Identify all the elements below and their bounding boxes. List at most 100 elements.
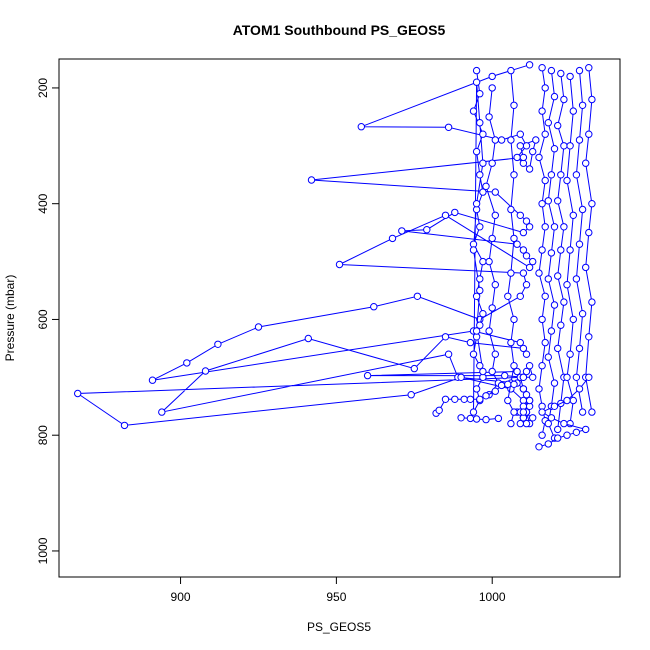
- data-point: [513, 153, 521, 162]
- data-point: [214, 340, 222, 348]
- data-point: [510, 101, 518, 110]
- data-point: [158, 408, 166, 416]
- data-point: [388, 234, 397, 243]
- data-point: [522, 367, 531, 376]
- data-point: [472, 78, 481, 86]
- data-point: [516, 419, 524, 428]
- data-point: [363, 371, 372, 380]
- data-point: [544, 353, 552, 361]
- data-point: [588, 408, 596, 416]
- data-point: [541, 176, 549, 185]
- data-point: [398, 227, 406, 235]
- data-point: [472, 66, 481, 75]
- data-point: [572, 373, 581, 381]
- data-point: [554, 197, 562, 205]
- data-point: [460, 395, 468, 403]
- data-point: [522, 391, 531, 399]
- data-point: [510, 408, 518, 416]
- data-point: [525, 263, 534, 272]
- data-point: [522, 142, 531, 150]
- data-point: [370, 303, 378, 311]
- data-point: [441, 395, 450, 403]
- data-point: [519, 344, 528, 353]
- data-point: [563, 396, 571, 405]
- data-point: [491, 188, 499, 196]
- data-point: [516, 338, 524, 347]
- data-point: [522, 217, 531, 225]
- data-point: [588, 200, 596, 208]
- data-point: [538, 362, 546, 370]
- data-point: [529, 257, 537, 266]
- data-point: [554, 272, 562, 280]
- data-point: [544, 440, 552, 448]
- data-point: [557, 246, 565, 254]
- data-point: [550, 379, 559, 387]
- data-point: [407, 391, 415, 399]
- data-point: [557, 321, 565, 329]
- data-point: [538, 64, 546, 72]
- data-point: [525, 396, 534, 405]
- data-point: [476, 119, 484, 127]
- data-point: [466, 414, 475, 423]
- data-point: [588, 95, 596, 104]
- data-point: [538, 315, 546, 324]
- data-point: [541, 223, 549, 231]
- data-point: [485, 257, 493, 266]
- data-point: [516, 130, 524, 138]
- y-axis-label: Pressure (mbar): [3, 275, 17, 362]
- data-point: [435, 406, 443, 414]
- data-point: [541, 130, 549, 138]
- data-point: [585, 130, 593, 138]
- data-point: [504, 380, 512, 388]
- data-point: [472, 415, 481, 423]
- data-point: [522, 252, 531, 260]
- data-point: [501, 371, 509, 380]
- data-point: [566, 246, 574, 254]
- x-axis-label: PS_GEOS5: [307, 620, 371, 634]
- data-point: [575, 240, 584, 248]
- x-tick-label: 900: [171, 590, 191, 604]
- data-point: [466, 338, 475, 347]
- data-point: [488, 367, 496, 376]
- series-13: [457, 414, 503, 424]
- data-point: [444, 123, 453, 132]
- data-point: [554, 425, 562, 434]
- series-8: [563, 72, 577, 428]
- data-point: [519, 153, 528, 162]
- data-point: [201, 367, 210, 375]
- data-point: [582, 425, 590, 434]
- data-point: [563, 373, 571, 381]
- data-point: [457, 373, 465, 381]
- data-point: [544, 197, 552, 205]
- data-point: [550, 223, 559, 231]
- data-point: [357, 123, 365, 131]
- data-point: [572, 275, 581, 283]
- data-point: [307, 176, 316, 184]
- data-point: [525, 223, 534, 231]
- data-point: [544, 419, 552, 428]
- data-point: [469, 246, 478, 254]
- series-line: [566, 76, 574, 424]
- data-point: [538, 408, 546, 416]
- data-point: [535, 153, 543, 162]
- series-11: [535, 373, 593, 451]
- data-point: [507, 269, 515, 277]
- data-point: [525, 61, 534, 69]
- data-point: [476, 223, 484, 231]
- data-point: [472, 327, 481, 335]
- data-point: [479, 188, 487, 196]
- data-point: [578, 101, 587, 110]
- data-point: [560, 142, 568, 150]
- y-tick-label: 800: [36, 425, 50, 445]
- data-point: [547, 66, 556, 75]
- data-point: [578, 205, 587, 214]
- data-point: [519, 228, 528, 237]
- y-tick-label: 200: [36, 78, 50, 98]
- data-point: [507, 338, 515, 347]
- data-point: [472, 292, 481, 300]
- data-point: [472, 200, 481, 208]
- data-point: [535, 443, 543, 451]
- data-point: [472, 147, 481, 156]
- y-axis: 200 400 600 800 1000: [36, 78, 59, 564]
- data-point: [550, 301, 559, 309]
